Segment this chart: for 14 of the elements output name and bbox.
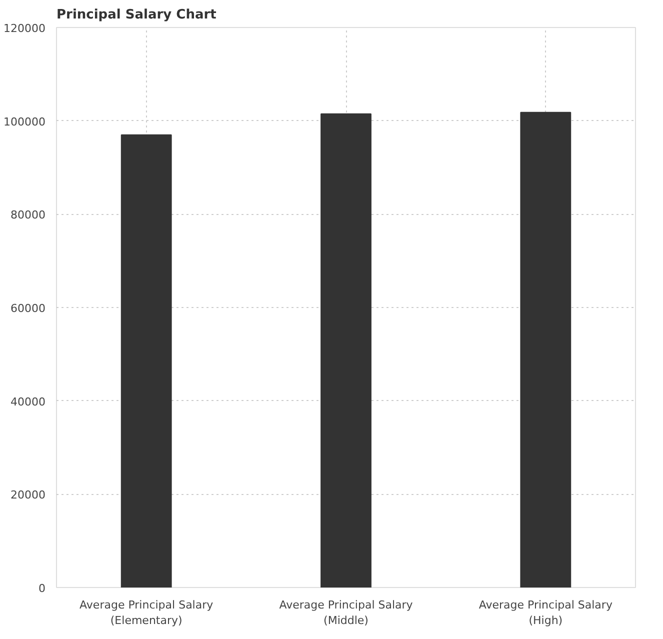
x-tick-label: Average Principal Salary (High) <box>478 598 613 628</box>
x-tick-label: Average Principal Salary (Middle) <box>279 598 414 628</box>
y-tick-label: 0 <box>38 582 46 595</box>
y-tick-label: 60000 <box>10 302 46 315</box>
chart-title: Principal Salary Chart <box>56 8 216 22</box>
bar <box>320 113 372 588</box>
y-tick-label: 40000 <box>10 395 46 408</box>
bar <box>120 134 172 588</box>
y-tick-label: 100000 <box>4 115 46 128</box>
y-tick-label: 20000 <box>10 488 46 502</box>
x-tick-label: Average Principal Salary (Elementary) <box>80 598 214 628</box>
bar <box>520 112 572 588</box>
y-tick-label: 80000 <box>10 208 46 222</box>
y-tick-label: 120000 <box>4 22 46 35</box>
